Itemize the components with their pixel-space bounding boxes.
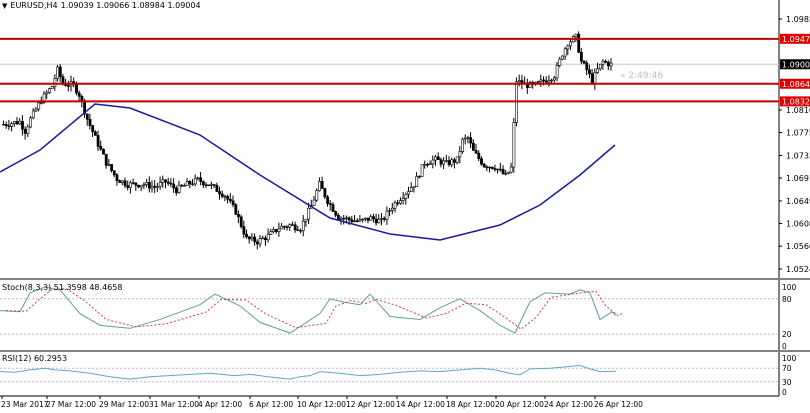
time-tick-label: 26 Apr 12:00 <box>594 400 643 409</box>
rsi-label: RSI(12) 60.2953 <box>2 354 68 363</box>
svg-text:80: 80 <box>782 295 792 304</box>
time-tick-label: 6 Apr 12:00 <box>249 400 293 409</box>
stoch-main-line <box>0 286 617 334</box>
svg-text:0: 0 <box>782 388 787 397</box>
symbol-label: EURUSD,H4 <box>10 1 58 10</box>
rsi-line <box>0 364 617 380</box>
time-tick-label: 18 Apr 12:00 <box>446 400 495 409</box>
chart-title: ▼ EURUSD,H4 1.09039 1.09066 1.08984 1.09… <box>2 1 201 10</box>
time-tick-label: 31 Mar 12:00 <box>149 400 199 409</box>
price-tick-label: 1.06080 <box>786 220 810 229</box>
svg-text:1.08323: 1.08323 <box>782 97 810 106</box>
price-tick-label: 1.05665 <box>786 242 810 251</box>
ohlc-values: 1.09039 1.09066 1.08984 1.09004 <box>60 1 201 10</box>
triangle-down-icon[interactable]: ▼ <box>2 1 8 10</box>
svg-text:100: 100 <box>782 354 797 363</box>
level-price-badge <box>780 33 810 44</box>
stoch-label: Stoch(8,3,3) 51.3598 48.4658 <box>2 283 123 292</box>
moving-average-line <box>0 103 616 241</box>
level-price-badge <box>780 78 810 89</box>
time-tick-label: 20 Apr 12:00 <box>495 400 544 409</box>
time-tick-label: 4 Apr 12:00 <box>198 400 242 409</box>
svg-text:0: 0 <box>782 342 787 351</box>
price-tick-label: 1.09835 <box>786 15 810 24</box>
price-tick-label: 1.07330 <box>786 151 810 160</box>
stoch-signal-line <box>5 287 623 330</box>
current-price-badge <box>780 59 810 70</box>
price-tick-label: 1.07750 <box>786 129 810 138</box>
time-tick-label: 27 Mar 12:00 <box>46 400 96 409</box>
price-tick-label: 1.06915 <box>786 174 810 183</box>
time-tick-label: 23 Mar 2017 <box>1 400 49 409</box>
time-tick-label: 29 Mar 12:00 <box>99 400 149 409</box>
svg-text:100: 100 <box>782 283 797 292</box>
svg-text:20: 20 <box>782 330 792 339</box>
svg-text:30: 30 <box>782 378 792 387</box>
time-tick-label: 12 Apr 12:00 <box>346 400 395 409</box>
price-tick-label: 1.08165 <box>786 106 810 115</box>
time-tick-label: 24 Apr 12:00 <box>544 400 593 409</box>
svg-text:1.08646: 1.08646 <box>782 80 810 89</box>
svg-text:70: 70 <box>782 364 792 373</box>
svg-text:1.09004: 1.09004 <box>782 60 810 69</box>
level-price-badge <box>780 96 810 107</box>
price-tick-label: 1.05245 <box>786 265 810 274</box>
time-tick-label: 10 Apr 12:00 <box>297 400 346 409</box>
bar-countdown: « 2:49:46 <box>620 71 664 81</box>
price-tick-label: 1.06495 <box>786 197 810 206</box>
time-tick-label: 14 Apr 12:00 <box>396 400 445 409</box>
